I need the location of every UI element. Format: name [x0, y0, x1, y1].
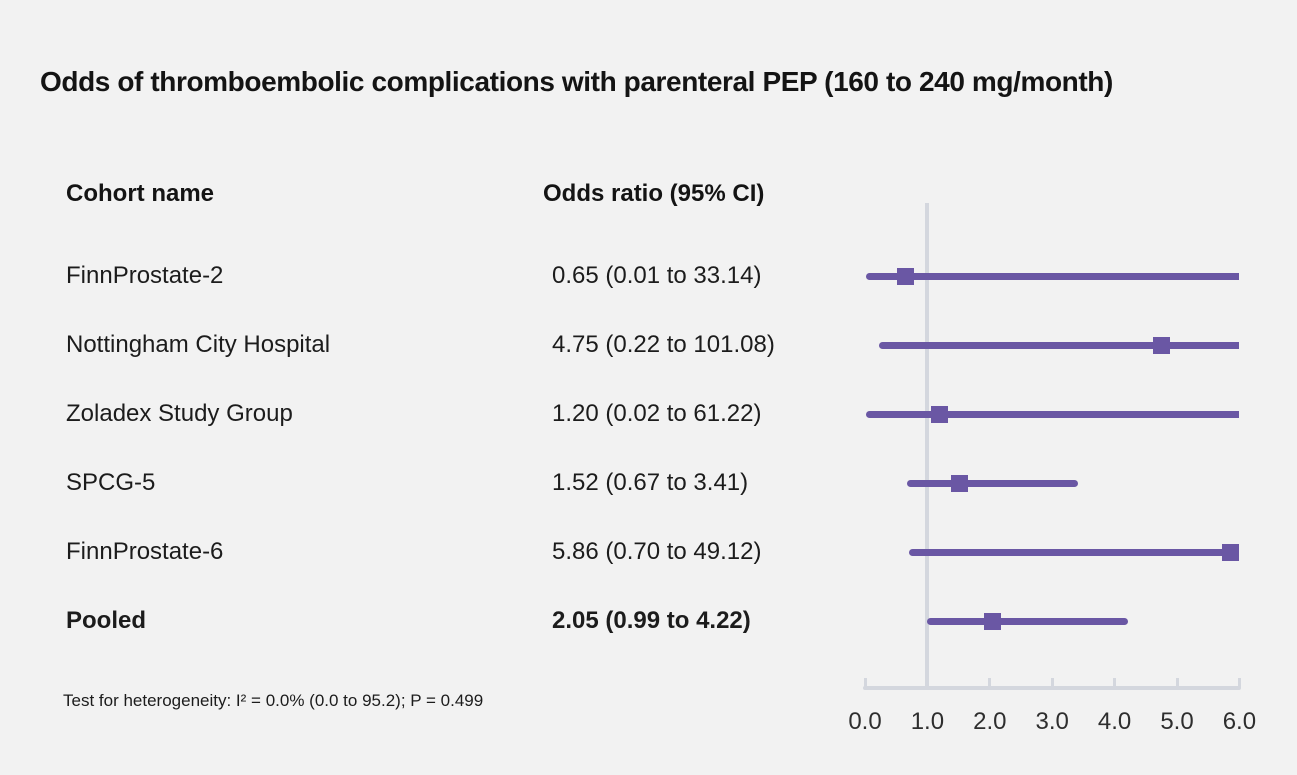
confidence-interval-line: [906, 479, 1078, 487]
confidence-interval-line: [866, 410, 1240, 418]
point-estimate-marker: [951, 474, 969, 492]
column-header-cohort: Cohort name: [66, 180, 215, 207]
x-axis-baseline: [863, 686, 1242, 690]
cohort-label: Pooled: [66, 607, 147, 634]
cohort-label: SPCG-5: [66, 469, 156, 496]
odds-ratio-value: 0.65 (0.01 to 33.14): [552, 262, 762, 289]
point-estimate-marker: [984, 612, 1002, 630]
odds-ratio-value: 1.52 (0.67 to 3.41): [552, 469, 749, 496]
point-estimate-marker: [1222, 543, 1240, 561]
x-axis-tick: [1237, 678, 1241, 688]
x-axis-tick-label: 2.0: [973, 708, 1007, 735]
confidence-interval-line: [926, 617, 1129, 625]
odds-ratio-value: 2.05 (0.99 to 4.22): [552, 607, 751, 634]
cohort-label: Nottingham City Hospital: [66, 331, 331, 358]
heterogeneity-footnote: Test for heterogeneity: I² = 0.0% (0.0 t…: [63, 691, 484, 710]
x-axis-tick-label: 3.0: [1035, 708, 1069, 735]
odds-ratio-value: 4.75 (0.22 to 101.08): [552, 331, 775, 358]
x-axis-tick-label: 5.0: [1160, 708, 1194, 735]
reference-line-or-1: [925, 203, 930, 688]
x-axis-tick: [1113, 678, 1117, 688]
cohort-label: FinnProstate-2: [66, 262, 224, 289]
x-axis-tick-label: 0.0: [848, 708, 882, 735]
point-estimate-marker: [931, 405, 949, 423]
x-axis-tick: [863, 678, 867, 688]
odds-ratio-value: 1.20 (0.02 to 61.22): [552, 400, 762, 427]
x-axis-tick: [988, 678, 992, 688]
figure-title: Odds of thromboembolic complications wit…: [40, 66, 1113, 97]
point-estimate-marker: [1152, 336, 1170, 354]
cohort-label: FinnProstate-6: [66, 538, 224, 565]
x-axis-tick-label: 4.0: [1097, 708, 1132, 735]
column-header-odds-ratio: Odds ratio (95% CI): [543, 180, 765, 207]
confidence-interval-line: [865, 272, 1240, 280]
x-axis-tick-label: 6.0: [1222, 708, 1257, 735]
x-axis-tick-label: 1.0: [910, 708, 945, 735]
x-axis-tick: [1050, 678, 1054, 688]
confidence-interval-line: [878, 341, 1240, 349]
x-axis-tick: [1175, 678, 1179, 688]
confidence-interval-line: [908, 548, 1240, 556]
odds-ratio-value: 5.86 (0.70 to 49.12): [552, 538, 762, 565]
point-estimate-marker: [897, 267, 915, 285]
cohort-label: Zoladex Study Group: [66, 400, 293, 427]
